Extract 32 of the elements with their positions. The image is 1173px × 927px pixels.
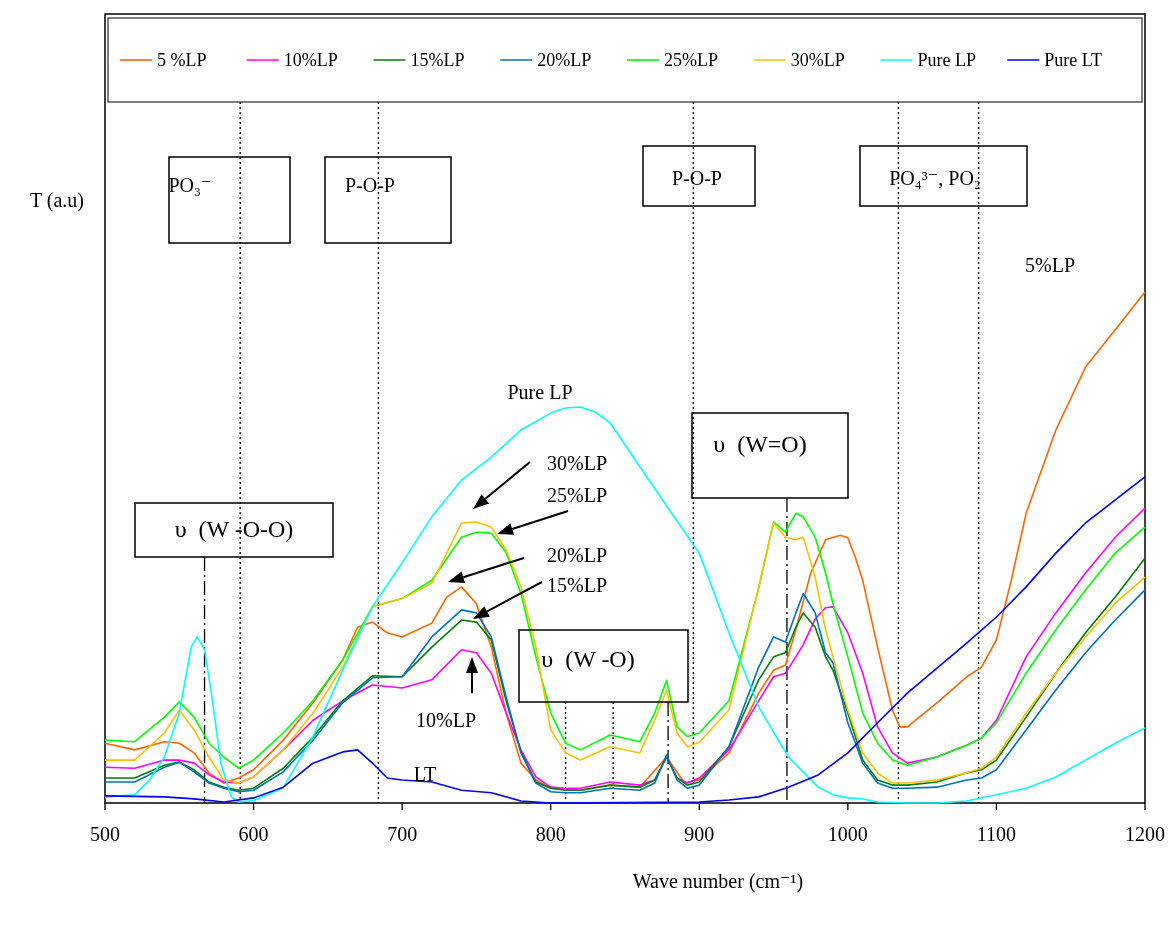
legend-label: 20%LP xyxy=(537,50,592,70)
x-tick-label: 1100 xyxy=(976,823,1017,845)
x-tick-label: 900 xyxy=(684,823,715,845)
annotation: 10%LP xyxy=(416,709,476,731)
text: P-O-P xyxy=(671,167,723,189)
annotation: υ (W -O-O) xyxy=(174,516,294,542)
legend-label: 25%LP xyxy=(664,50,718,70)
annotation: 25%LP xyxy=(547,484,607,506)
annotation: 15%LP xyxy=(547,574,607,596)
annotation: υ (W -O) xyxy=(541,646,635,672)
x-tick-label: 1200 xyxy=(1125,823,1165,845)
legend-label: 30%LP xyxy=(790,50,845,70)
legend-label: 10%LP xyxy=(283,50,338,70)
x-tick-label: 700 xyxy=(387,823,418,845)
x-axis-title: Wave number (cm⁻¹) xyxy=(632,870,804,893)
annotation: 30%LP xyxy=(547,452,607,474)
x-tick-label: 600 xyxy=(238,823,269,845)
legend-label: Pure LP xyxy=(917,50,976,70)
text: PO₄³⁻, PO₂ xyxy=(889,167,981,189)
legend-label: 15%LP xyxy=(410,50,465,70)
annotation: 20%LP xyxy=(547,544,607,566)
annotation: υ (W=O) xyxy=(713,431,807,457)
text: 5%LP xyxy=(1025,254,1075,276)
x-tick-label: 1000 xyxy=(827,823,868,845)
y-axis-title: T (a.u) xyxy=(29,189,85,212)
text: P-O-P xyxy=(344,174,396,196)
x-tick-label: 800 xyxy=(535,823,566,845)
legend-label: Pure LT xyxy=(1044,50,1103,70)
annotation: Pure LP xyxy=(507,381,573,403)
annotation: LT xyxy=(413,763,437,785)
x-tick-label: 500 xyxy=(90,823,120,845)
legend-label: 5 %LP xyxy=(157,50,207,70)
